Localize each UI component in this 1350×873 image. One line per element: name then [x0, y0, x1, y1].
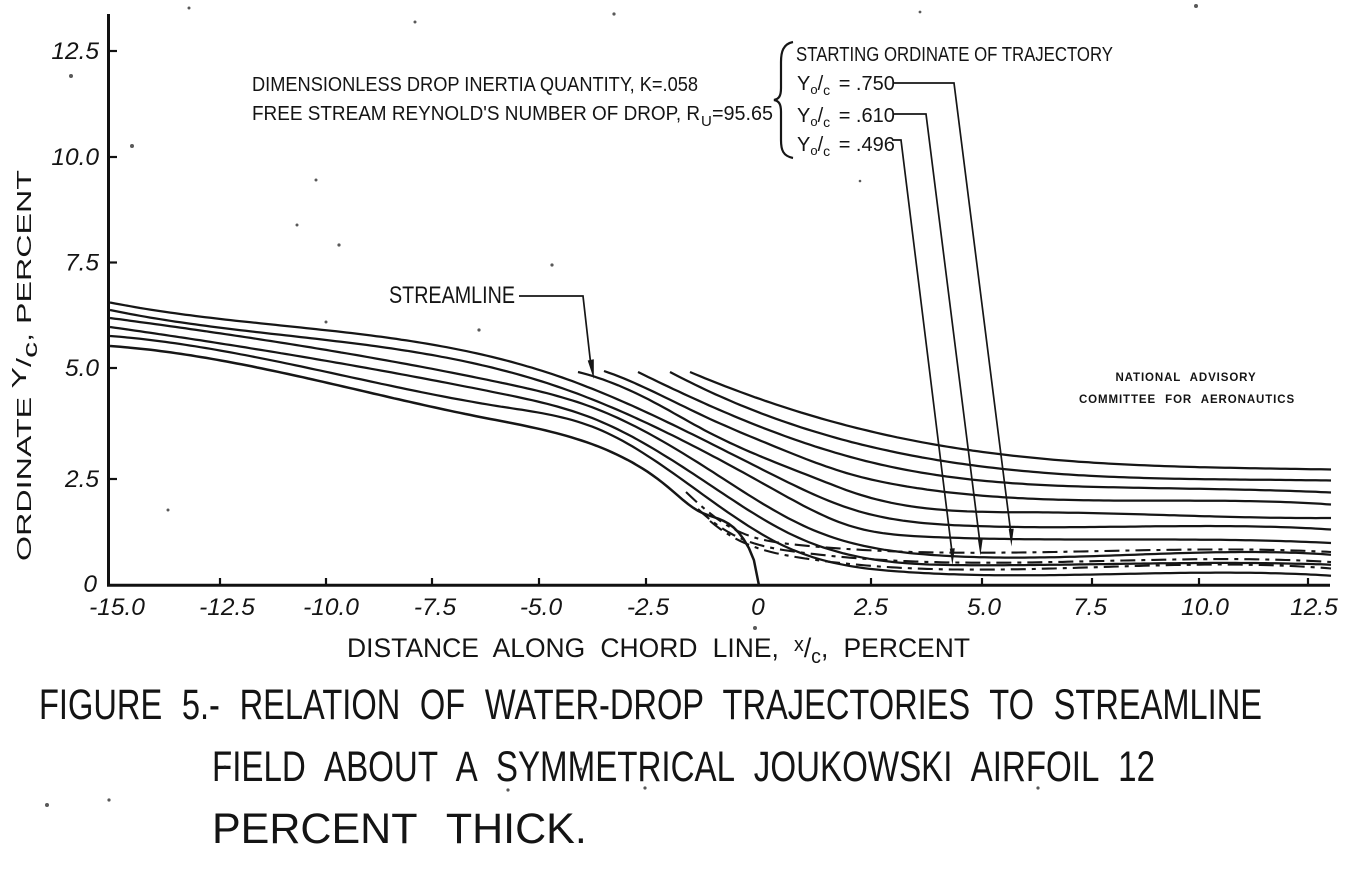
svg-text:2.5: 2.5 — [64, 466, 99, 493]
svg-text:COMMITTEE FOR AERONAUTICS: COMMITTEE FOR AERONAUTICS — [1079, 394, 1295, 406]
svg-text:=95.65: =95.65 — [712, 103, 773, 125]
svg-text:12.5: 12.5 — [1290, 594, 1338, 621]
svg-text:0: 0 — [751, 594, 765, 621]
svg-text:ORDINATE Y/c, PERCENT: ORDINATE Y/c, PERCENT — [9, 170, 42, 561]
svg-text:10.0: 10.0 — [1181, 594, 1229, 621]
svg-text:STREAMLINE: STREAMLINE — [389, 282, 515, 309]
svg-text:PERCENT THICK.: PERCENT THICK. — [212, 805, 587, 853]
svg-text:-10.0: -10.0 — [303, 594, 359, 621]
svg-text:7.5: 7.5 — [1073, 594, 1107, 621]
svg-text:FREE STREAM REYNOLD'S NUMBER: FREE STREAM REYNOLD'S NUMBER OF DROP, R — [252, 103, 700, 125]
svg-text:12.5: 12.5 — [51, 38, 99, 65]
svg-text:0: 0 — [83, 571, 97, 598]
svg-text:-2.5: -2.5 — [627, 594, 670, 621]
svg-text:5.0: 5.0 — [967, 594, 1001, 621]
svg-text:-15.0: -15.0 — [89, 594, 145, 621]
svg-text:-12.5: -12.5 — [199, 594, 255, 621]
svg-text:FIELD ABOUT A SYMMETRICAL JOUK: FIELD ABOUT A SYMMETRICAL JOUKOWSKI AIRF… — [212, 743, 1155, 791]
svg-text:STARTING ORDINATE OF TRAJECTOR: STARTING ORDINATE OF TRAJECTORY — [796, 44, 1113, 66]
svg-text:U: U — [701, 113, 712, 130]
svg-text:7.5: 7.5 — [65, 250, 99, 277]
svg-text:DISTANCE ALONG CHORD LINE, x/c: DISTANCE ALONG CHORD LINE, x/c, PERCENT — [347, 633, 970, 668]
svg-text:-7.5: -7.5 — [414, 594, 457, 621]
svg-text:2.5: 2.5 — [853, 594, 888, 621]
svg-text:NATIONAL ADVISORY: NATIONAL ADVISORY — [1115, 372, 1256, 384]
svg-text:-5.0: -5.0 — [520, 594, 563, 621]
svg-text:FIGURE 5.- RELATION OF WATER-D: FIGURE 5.- RELATION OF WATER-DROP TRAJEC… — [39, 681, 1262, 729]
svg-text:DIMENSIONLESS DROP INERTIA QUA: DIMENSIONLESS DROP INERTIA QUANTITY, K=.… — [252, 74, 698, 96]
svg-text:10.0: 10.0 — [51, 144, 99, 171]
svg-text:Yo/c = .610: Yo/c = .610 — [797, 105, 895, 130]
svg-text:5.0: 5.0 — [65, 355, 99, 382]
